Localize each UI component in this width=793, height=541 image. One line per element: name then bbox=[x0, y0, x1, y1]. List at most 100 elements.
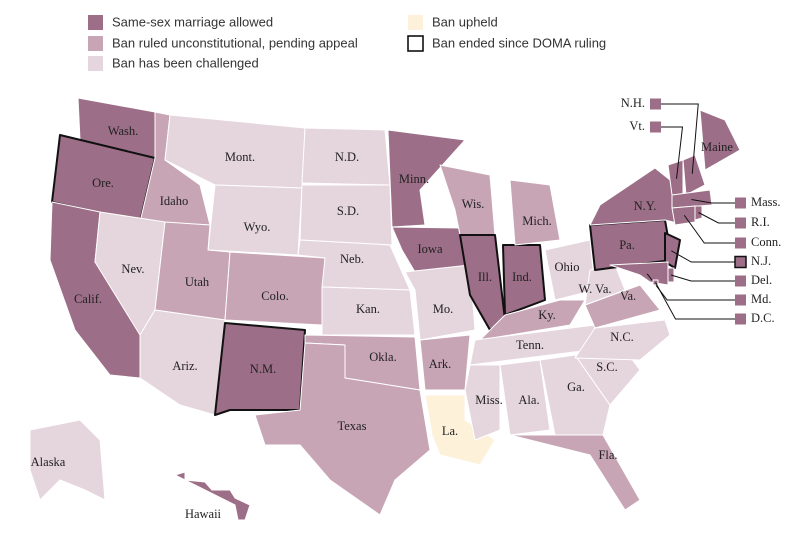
state-label: Fla. bbox=[598, 448, 617, 462]
state bbox=[671, 205, 696, 226]
state-label: Ky. bbox=[538, 308, 556, 322]
state-label: Va. bbox=[620, 289, 636, 303]
state-label: Minn. bbox=[399, 172, 429, 186]
leader-line bbox=[698, 212, 735, 224]
legend-swatch bbox=[408, 15, 423, 30]
callout-swatch bbox=[735, 237, 746, 249]
leader-line bbox=[670, 274, 735, 282]
state bbox=[539, 354, 611, 436]
leader-line bbox=[671, 250, 735, 263]
state-label: Idaho bbox=[160, 194, 188, 208]
state-label: D.C. bbox=[751, 311, 775, 325]
state-label: N.J. bbox=[751, 254, 771, 268]
callout-swatch bbox=[735, 197, 746, 209]
state bbox=[509, 179, 561, 246]
state-label: Ala. bbox=[518, 393, 539, 407]
state bbox=[464, 364, 501, 441]
legend-swatch bbox=[88, 36, 103, 51]
state-label: Pa. bbox=[619, 238, 635, 252]
state-label: Hawaii bbox=[185, 507, 222, 521]
state bbox=[664, 232, 681, 269]
state-label: Wyo. bbox=[244, 220, 271, 234]
state-label: N.M. bbox=[250, 362, 276, 376]
state-label: Neb. bbox=[340, 252, 364, 266]
state-label: Ariz. bbox=[172, 359, 197, 373]
state-label: Mass. bbox=[751, 195, 781, 209]
legend-label: Same-sex marriage allowed bbox=[112, 14, 273, 29]
state-label: N.Y. bbox=[634, 199, 657, 213]
state bbox=[589, 167, 686, 226]
state-label: Wis. bbox=[462, 197, 485, 211]
state bbox=[404, 264, 476, 341]
callout-swatch bbox=[650, 121, 661, 133]
callout-swatch bbox=[735, 313, 746, 325]
state-label: Wash. bbox=[108, 124, 139, 138]
legend-label: Ban upheld bbox=[432, 14, 498, 29]
leader-line bbox=[661, 103, 699, 174]
state-label: La. bbox=[442, 424, 458, 438]
state-label: Ill. bbox=[478, 270, 492, 284]
state-label: Conn. bbox=[751, 235, 781, 249]
legend-swatch bbox=[407, 35, 424, 52]
callout-swatch bbox=[650, 98, 661, 110]
state-label: Mont. bbox=[225, 150, 255, 164]
state-label: Iowa bbox=[418, 242, 443, 256]
state-label: Vt. bbox=[629, 119, 645, 133]
legend-label: Ban ended since DOMA ruling bbox=[432, 35, 606, 50]
callout-swatch bbox=[735, 294, 746, 306]
state bbox=[479, 299, 586, 341]
legend-swatch bbox=[88, 56, 103, 71]
state bbox=[609, 261, 669, 286]
leader-line bbox=[683, 214, 735, 244]
state-label: Ind. bbox=[512, 270, 532, 284]
state bbox=[214, 322, 306, 416]
state bbox=[699, 109, 741, 171]
state-label: Nev. bbox=[121, 262, 144, 276]
state-label: Miss. bbox=[475, 393, 502, 407]
state-label: S.D. bbox=[337, 204, 359, 218]
state bbox=[29, 419, 106, 501]
state bbox=[254, 342, 431, 516]
state-label: Alaska bbox=[31, 455, 66, 469]
state-label: Ark. bbox=[429, 357, 452, 371]
state-label: Ga. bbox=[567, 380, 585, 394]
state-label: N.C. bbox=[610, 330, 634, 344]
state-label: S.C. bbox=[596, 360, 618, 374]
state-label: Tenn. bbox=[516, 338, 544, 352]
state-label: Kan. bbox=[356, 302, 380, 316]
state bbox=[174, 471, 251, 521]
legend-label: Ban ruled unconstitutional, pending appe… bbox=[112, 35, 358, 50]
callout-swatch bbox=[735, 275, 746, 287]
state bbox=[509, 434, 641, 511]
state-label: Texas bbox=[338, 419, 367, 433]
state bbox=[299, 184, 393, 246]
state-label: R.I. bbox=[751, 215, 770, 229]
state bbox=[321, 286, 416, 336]
legend-swatch bbox=[88, 15, 103, 30]
state bbox=[424, 394, 496, 466]
state-label: Md. bbox=[751, 292, 772, 306]
state bbox=[387, 129, 466, 228]
callout-swatch bbox=[734, 255, 747, 269]
state-label: Mich. bbox=[522, 214, 552, 228]
state-label: Utah bbox=[185, 275, 210, 289]
legend-label: Ban has been challenged bbox=[112, 55, 259, 70]
state bbox=[682, 154, 706, 196]
state-label: Ore. bbox=[92, 176, 114, 190]
state-label: Calif. bbox=[74, 292, 102, 306]
state-label: Okla. bbox=[369, 350, 396, 364]
state-label: Ohio bbox=[555, 260, 580, 274]
state-label: N.D. bbox=[335, 150, 359, 164]
leader-line bbox=[655, 282, 735, 320]
state bbox=[671, 189, 713, 209]
leader-line bbox=[661, 126, 684, 179]
state-label: Maine bbox=[701, 140, 733, 154]
callout-swatch bbox=[735, 217, 746, 229]
state-label: Colo. bbox=[261, 289, 288, 303]
state bbox=[502, 244, 546, 316]
leader-line bbox=[691, 199, 735, 204]
state bbox=[499, 359, 551, 436]
state bbox=[574, 319, 671, 361]
state-label: Del. bbox=[751, 273, 772, 287]
